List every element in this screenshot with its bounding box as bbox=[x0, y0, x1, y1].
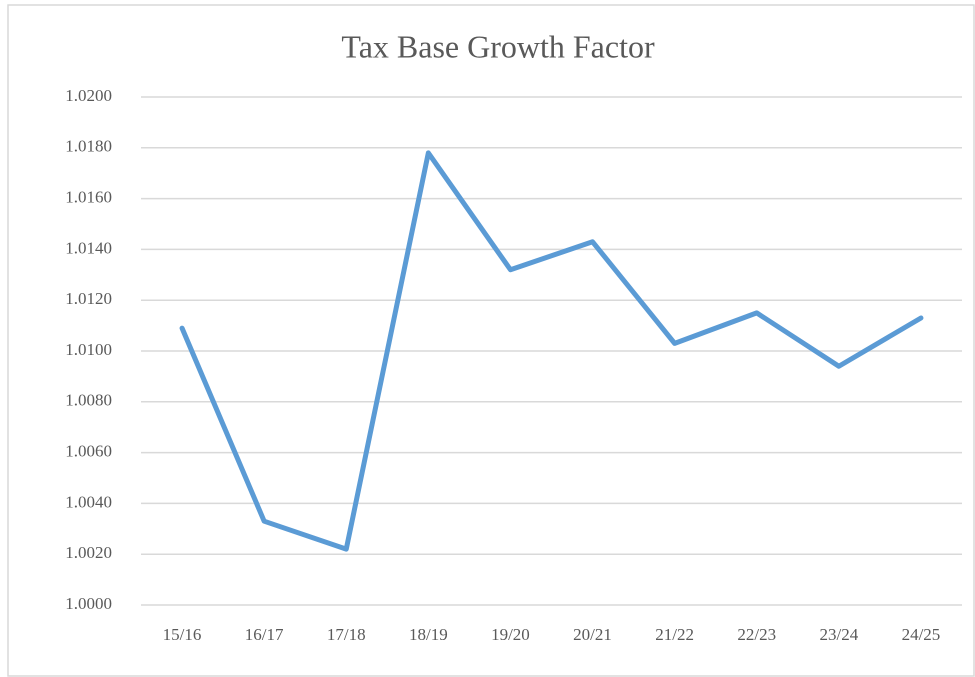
y-tick-label: 1.0100 bbox=[65, 340, 112, 359]
y-tick-label: 1.0200 bbox=[65, 86, 112, 105]
chart-border bbox=[7, 4, 975, 677]
x-tick-label: 18/19 bbox=[409, 625, 448, 644]
y-tick-label: 1.0160 bbox=[65, 188, 112, 207]
y-tick-label: 1.0060 bbox=[65, 442, 112, 461]
x-tick-label: 20/21 bbox=[573, 625, 612, 644]
y-tick-label: 1.0120 bbox=[65, 289, 112, 308]
y-tick-label: 1.0140 bbox=[65, 238, 112, 257]
x-tick-label: 16/17 bbox=[245, 625, 284, 644]
x-tick-label: 15/16 bbox=[163, 625, 202, 644]
x-tick-label: 17/18 bbox=[327, 625, 366, 644]
y-tick-label: 1.0180 bbox=[65, 137, 112, 156]
y-tick-label: 1.0040 bbox=[65, 492, 112, 511]
data-line bbox=[179, 150, 924, 552]
y-tick-label: 1.0000 bbox=[65, 594, 112, 613]
x-tick-label: 23/24 bbox=[819, 625, 858, 644]
chart-title: Tax Base Growth Factor bbox=[341, 28, 655, 64]
y-tick-label: 1.0080 bbox=[65, 391, 112, 410]
x-tick-label: 21/22 bbox=[655, 625, 694, 644]
x-tick-label: 19/20 bbox=[491, 625, 530, 644]
x-tick-label: 24/25 bbox=[902, 625, 941, 644]
y-tick-label: 1.0020 bbox=[65, 543, 112, 562]
x-tick-label: 22/23 bbox=[737, 625, 776, 644]
